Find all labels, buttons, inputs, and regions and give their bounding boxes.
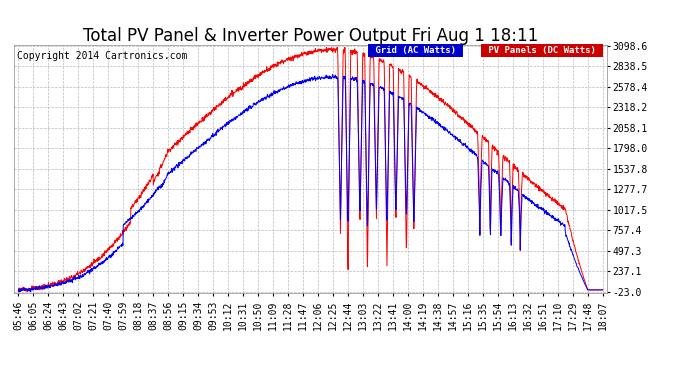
Text: PV Panels (DC Watts): PV Panels (DC Watts) <box>482 46 601 55</box>
Title: Total PV Panel & Inverter Power Output Fri Aug 1 18:11: Total PV Panel & Inverter Power Output F… <box>83 27 538 45</box>
Text: Grid (AC Watts): Grid (AC Watts) <box>370 46 461 55</box>
Text: Copyright 2014 Cartronics.com: Copyright 2014 Cartronics.com <box>17 51 187 61</box>
